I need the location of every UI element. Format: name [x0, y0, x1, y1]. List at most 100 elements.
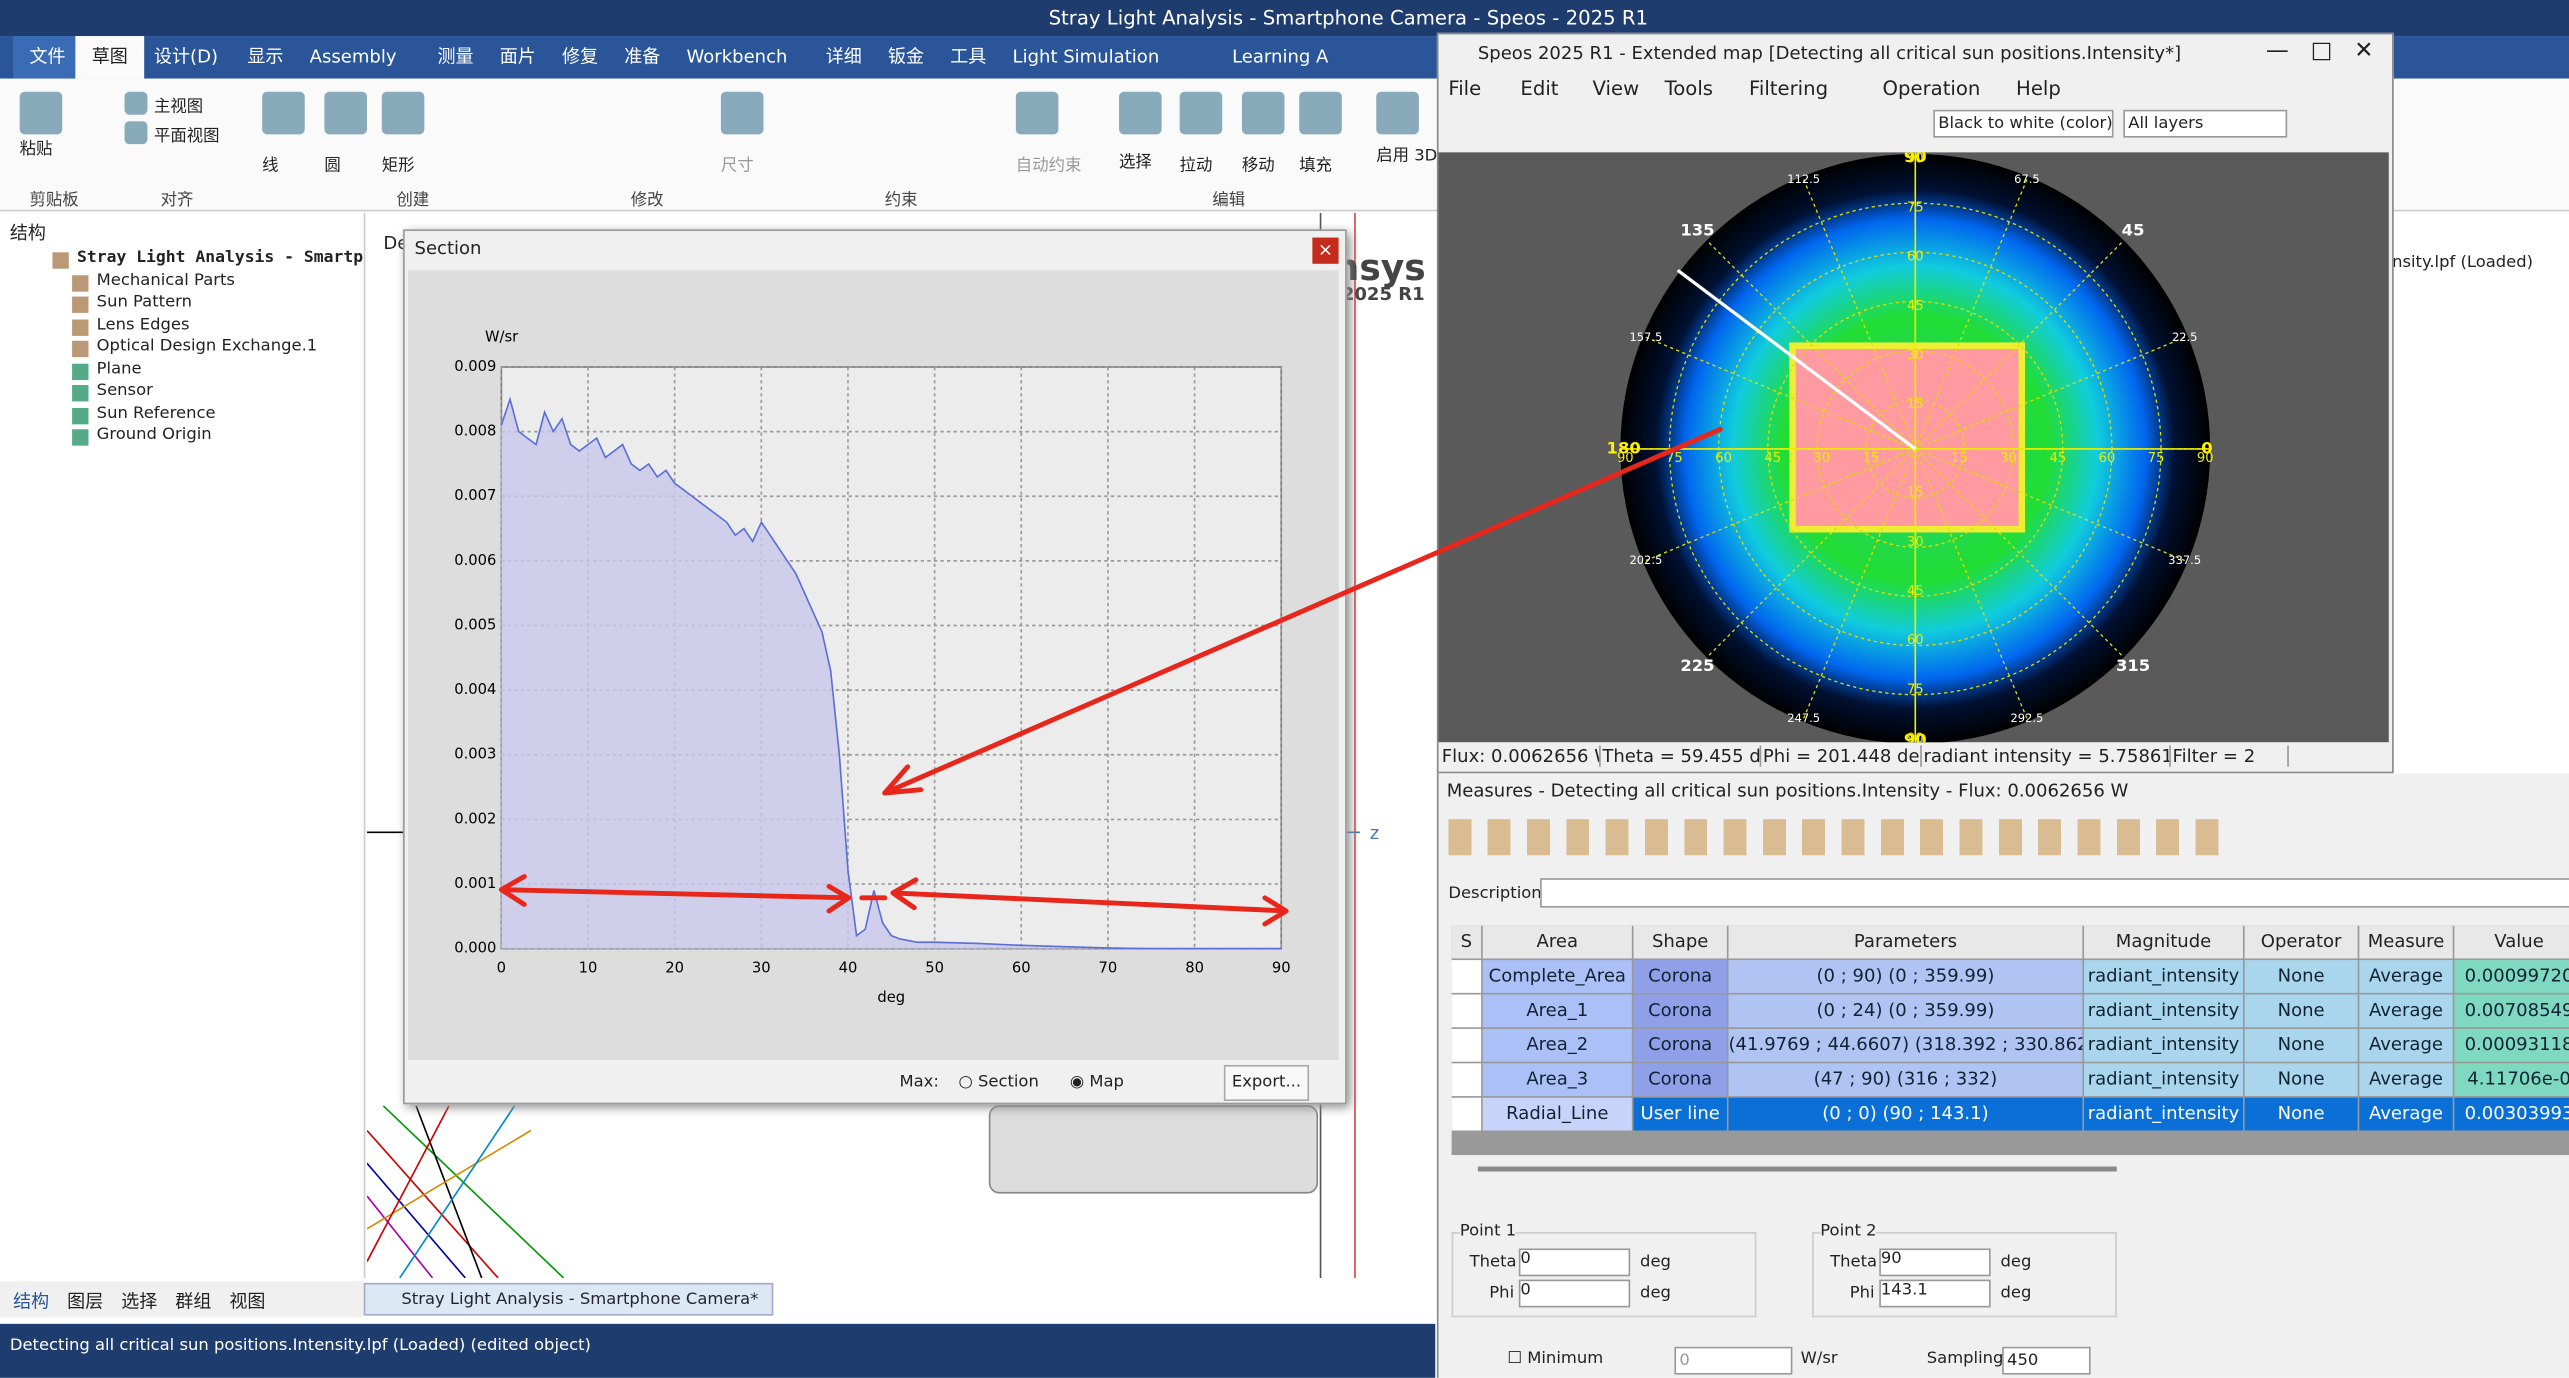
- cell[interactable]: Area_2: [1482, 1028, 1632, 1062]
- export-button[interactable]: Export...: [1223, 1064, 1310, 1102]
- ribbon-tab[interactable]: 准备: [624, 45, 661, 68]
- ribbon-button[interactable]: 粘贴: [19, 140, 53, 159]
- tree-item[interactable]: Optical Design Exchange.1: [96, 337, 318, 356]
- column-header: Shape: [1633, 925, 1727, 959]
- row-checkbox[interactable]: [1451, 1063, 1482, 1097]
- menu-item[interactable]: Help: [2016, 77, 2061, 100]
- menu-item[interactable]: Filtering: [1748, 77, 1829, 100]
- field-input[interactable]: 143.1: [1879, 1279, 1991, 1308]
- ribbon-tab[interactable]: 草图: [75, 36, 145, 79]
- minimum-checkbox[interactable]: ☐ Minimum: [1507, 1350, 1604, 1369]
- ribbon-tab[interactable]: Learning A: [1232, 45, 1329, 68]
- radio-map[interactable]: ◉ Map: [1069, 1073, 1124, 1092]
- ribbon-button[interactable]: 启用 3D: [1376, 147, 1438, 166]
- radio-section[interactable]: ○ Section: [958, 1073, 1039, 1092]
- rays: [367, 1105, 565, 1278]
- color-mode[interactable]: Black to white (color): [1933, 109, 2114, 138]
- ribbon-button[interactable]: 选择: [1119, 154, 1152, 173]
- ribbon-tab[interactable]: 显示: [247, 45, 284, 68]
- menu-item[interactable]: View: [1592, 77, 1640, 100]
- section-dialog: Section × 0.000 0.001 0.002 0.003 0.004 0.005…: [403, 229, 1347, 1105]
- tree-item[interactable]: Plane: [96, 359, 142, 378]
- ribbon-icon: [1241, 91, 1285, 135]
- menu-item[interactable]: Edit: [1520, 77, 1559, 100]
- tree-item[interactable]: Lens Edges: [96, 315, 190, 334]
- cell[interactable]: Radial_Line: [1482, 1097, 1632, 1131]
- menu-item[interactable]: Operation: [1882, 77, 1981, 100]
- ribbon-tab[interactable]: 面片: [499, 45, 536, 68]
- ribbon-button[interactable]: 拉动: [1179, 157, 1213, 176]
- menu-item[interactable]: File: [1448, 77, 1482, 100]
- tree-icon: [72, 340, 89, 358]
- cell: 0.00708549: [2454, 994, 2569, 1028]
- ribbon-tab[interactable]: Assembly: [309, 45, 397, 68]
- ribbon-button[interactable]: 线: [262, 157, 279, 176]
- tree-item[interactable]: Stray Light Analysis - Smartp: [77, 249, 364, 268]
- ribbon-group: 剪贴板: [29, 191, 79, 210]
- window-controls[interactable]: — □ ✕: [2265, 37, 2374, 64]
- x-axis-label: deg: [877, 989, 905, 1006]
- radial-label: 15: [1951, 451, 1968, 466]
- ribbon-button[interactable]: 自动约束: [1015, 157, 1082, 176]
- ribbon-group: 创建: [396, 191, 430, 210]
- tree-item[interactable]: Ground Origin: [96, 425, 212, 445]
- cell[interactable]: Area_3: [1482, 1063, 1632, 1097]
- angle-label: 67.5: [2014, 172, 2040, 186]
- ribbon-button[interactable]: 圆: [324, 157, 341, 176]
- column-header: Magnitude: [2084, 925, 2243, 959]
- sampling-input[interactable]: 450: [2002, 1346, 2091, 1375]
- ribbon-button[interactable]: 矩形: [381, 157, 415, 176]
- status-bar: [0, 1323, 1436, 1378]
- cell: (0 ; 90) (0 ; 359.99): [1728, 960, 2083, 993]
- field-input[interactable]: 90: [1879, 1248, 1991, 1277]
- ribbon-button[interactable]: 平面视图: [154, 127, 220, 146]
- panel-tab[interactable]: 群组: [175, 1291, 212, 1313]
- ribbon-button[interactable]: 移动: [1241, 157, 1275, 176]
- ribbon-tab[interactable]: 详细: [825, 45, 862, 68]
- ribbon-tab[interactable]: 测量: [437, 45, 474, 68]
- doc-tab[interactable]: Stray Light Analysis - Smartphone Camera…: [363, 1282, 774, 1316]
- tree-item[interactable]: Mechanical Parts: [96, 271, 235, 290]
- row-checkbox[interactable]: [1451, 1028, 1482, 1062]
- tree-item[interactable]: Sun Reference: [96, 403, 216, 422]
- minimum-input[interactable]: 0: [1674, 1346, 1793, 1375]
- menu-item[interactable]: Tools: [1664, 77, 1714, 100]
- field-input[interactable]: 0: [1518, 1248, 1631, 1277]
- row-checkbox[interactable]: [1451, 1097, 1482, 1131]
- angle-label: 90: [1904, 152, 1927, 165]
- ribbon-tab[interactable]: 文件: [13, 36, 82, 79]
- ribbon-tab[interactable]: 修复: [561, 45, 599, 68]
- ribbon-tab[interactable]: Light Simulation: [1012, 45, 1160, 68]
- radial-label: 30: [1907, 535, 1924, 550]
- angle-label: 135: [1680, 221, 1714, 240]
- row-checkbox[interactable]: [1451, 994, 1482, 1028]
- ribbon-tab[interactable]: 钣金: [888, 45, 925, 68]
- panel-tab[interactable]: 视图: [229, 1291, 266, 1313]
- close-button[interactable]: ×: [1312, 237, 1339, 264]
- layer-select[interactable]: All layers: [2123, 109, 2288, 138]
- ribbon-button[interactable]: 主视图: [154, 98, 204, 117]
- grid-spoke: [1915, 335, 2189, 450]
- cell[interactable]: Area_1: [1482, 994, 1632, 1028]
- description-input[interactable]: [1540, 878, 2569, 908]
- ribbon-button[interactable]: 填充: [1299, 157, 1333, 176]
- window-title: Stray Light Analysis - Smartphone Camera…: [1048, 6, 1649, 30]
- field-input[interactable]: 0: [1518, 1279, 1631, 1308]
- radial-label: 60: [1715, 451, 1732, 466]
- panel-tab[interactable]: 图层: [67, 1291, 104, 1313]
- cell[interactable]: Complete_Area: [1482, 960, 1632, 993]
- row-checkbox[interactable]: [1451, 960, 1482, 993]
- map-title: Speos 2025 R1 - Extended map [Detecting …: [1477, 42, 2182, 64]
- panel-tab[interactable]: 结构: [13, 1291, 50, 1313]
- panel-tab[interactable]: 选择: [121, 1291, 158, 1313]
- loaded-file: nsity.lpf (Loaded): [2392, 253, 2534, 272]
- tree-item[interactable]: Sensor: [96, 381, 153, 400]
- dialog-title: Section: [414, 237, 482, 259]
- ribbon-button[interactable]: 尺寸: [720, 157, 754, 176]
- ribbon-tab[interactable]: 工具: [950, 45, 987, 68]
- cell: User line: [1633, 1097, 1727, 1131]
- column-header: Measure: [2359, 925, 2453, 959]
- ribbon-tab[interactable]: Workbench: [686, 45, 788, 68]
- ribbon-tab[interactable]: 设计(D): [154, 45, 219, 68]
- tree-item[interactable]: Sun Pattern: [96, 293, 192, 312]
